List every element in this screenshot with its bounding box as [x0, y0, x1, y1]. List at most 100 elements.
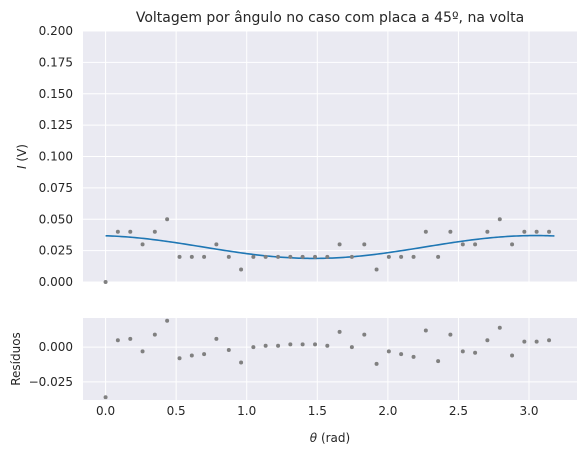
data-point: [386, 254, 391, 259]
data-point: [140, 242, 145, 247]
residuals-plot-grid: [83, 318, 577, 400]
residual-point: [460, 349, 465, 354]
data-point: [152, 229, 157, 234]
residual-points: [103, 318, 552, 400]
data-point: [510, 242, 515, 247]
data-point: [374, 267, 379, 272]
x-tick-labels: 0.0 0.5 1.0 1.5 2.0 2.5 3.0: [96, 404, 539, 418]
data-point: [300, 254, 305, 259]
residual-point: [177, 356, 182, 361]
fit-curve: [105, 234, 555, 260]
data-point: [325, 254, 330, 259]
residuals-plot-background: [83, 318, 577, 400]
data-point: [313, 254, 318, 259]
residual-point: [411, 354, 416, 359]
data-point: [276, 254, 281, 259]
residual-point: [522, 339, 527, 344]
residual-point: [103, 395, 108, 400]
data-point: [448, 229, 453, 234]
residual-point: [497, 325, 502, 330]
residual-point: [337, 329, 342, 334]
residual-point: [485, 338, 490, 343]
data-point: [460, 242, 465, 247]
residuals-y-tick-label: −0.025: [29, 375, 73, 389]
residual-point: [547, 338, 552, 343]
residual-point: [423, 328, 428, 333]
y-tick-label: 0.075: [39, 181, 73, 195]
data-points: [103, 217, 552, 284]
residual-point: [251, 345, 256, 350]
data-point: [337, 242, 342, 247]
residual-point: [115, 338, 120, 343]
y-axis-label: I (V): [15, 144, 29, 169]
x-tick-label: 3.0: [519, 404, 538, 418]
data-point: [399, 254, 404, 259]
residual-point: [349, 345, 354, 350]
x-tick-label: 1.0: [237, 404, 256, 418]
residual-point: [325, 343, 330, 348]
data-point: [411, 254, 416, 259]
residual-point: [510, 353, 515, 358]
data-point: [423, 229, 428, 234]
x-tick-label: 0.0: [96, 404, 115, 418]
data-point: [165, 217, 170, 222]
y-tick-label: 0.175: [39, 55, 73, 69]
residual-point: [202, 352, 207, 357]
residual-point: [386, 349, 391, 354]
residual-point: [189, 353, 194, 358]
y-tick-label: 0.100: [39, 150, 73, 164]
y-tick-label: 0.025: [39, 244, 73, 258]
data-point: [534, 229, 539, 234]
data-point: [436, 254, 441, 259]
residual-point: [214, 336, 219, 341]
residual-point: [239, 360, 244, 365]
data-point: [349, 254, 354, 259]
residuals-y-axis-label: Resíduos: [9, 332, 23, 386]
x-tick-label: 0.5: [167, 404, 186, 418]
main-plot-grid: [83, 30, 577, 283]
residual-point: [448, 332, 453, 337]
residuals-y-tick-label: 0.000: [39, 340, 73, 354]
data-point: [522, 229, 527, 234]
y-tick-label: 0.125: [39, 118, 73, 132]
residual-point: [300, 342, 305, 347]
fit-line: [105, 234, 555, 260]
data-point: [497, 217, 502, 222]
y-tick-label: 0.000: [39, 275, 73, 289]
residual-point: [362, 332, 367, 337]
residual-point: [473, 350, 478, 355]
data-point: [485, 229, 490, 234]
residuals-y-tick-labels: −0.025 0.000: [29, 340, 73, 389]
main-plot: 0.000 0.025 0.050 0.075 0.100 0.125 0.150 0.175…: [15, 10, 577, 289]
data-point: [115, 229, 120, 234]
chart-title: Voltagem por ângulo no caso com placa a …: [136, 10, 524, 26]
data-point: [239, 267, 244, 272]
data-point: [362, 242, 367, 247]
residual-point: [263, 343, 268, 348]
x-tick-label: 2.0: [378, 404, 397, 418]
y-tick-label: 0.050: [39, 212, 73, 226]
residual-point: [534, 339, 539, 344]
x-tick-label: 1.5: [308, 404, 327, 418]
residual-point: [152, 332, 157, 337]
residual-point: [436, 359, 441, 364]
data-point: [214, 242, 219, 247]
data-point: [226, 254, 231, 259]
data-point: [251, 254, 256, 259]
y-tick-label: 0.150: [39, 87, 73, 101]
residual-point: [399, 352, 404, 357]
data-point: [177, 254, 182, 259]
residual-point: [276, 343, 281, 348]
data-point: [263, 254, 268, 259]
residual-point: [226, 347, 231, 352]
residual-point: [374, 361, 379, 366]
residual-point: [128, 336, 133, 341]
x-axis-label: θ (rad): [310, 431, 350, 445]
residual-point: [313, 342, 318, 347]
y-tick-label: 0.200: [39, 24, 73, 38]
data-point: [202, 254, 207, 259]
data-point: [189, 254, 194, 259]
data-point: [288, 254, 293, 259]
main-y-tick-labels: 0.000 0.025 0.050 0.075 0.100 0.125 0.150 0.175…: [39, 24, 73, 289]
